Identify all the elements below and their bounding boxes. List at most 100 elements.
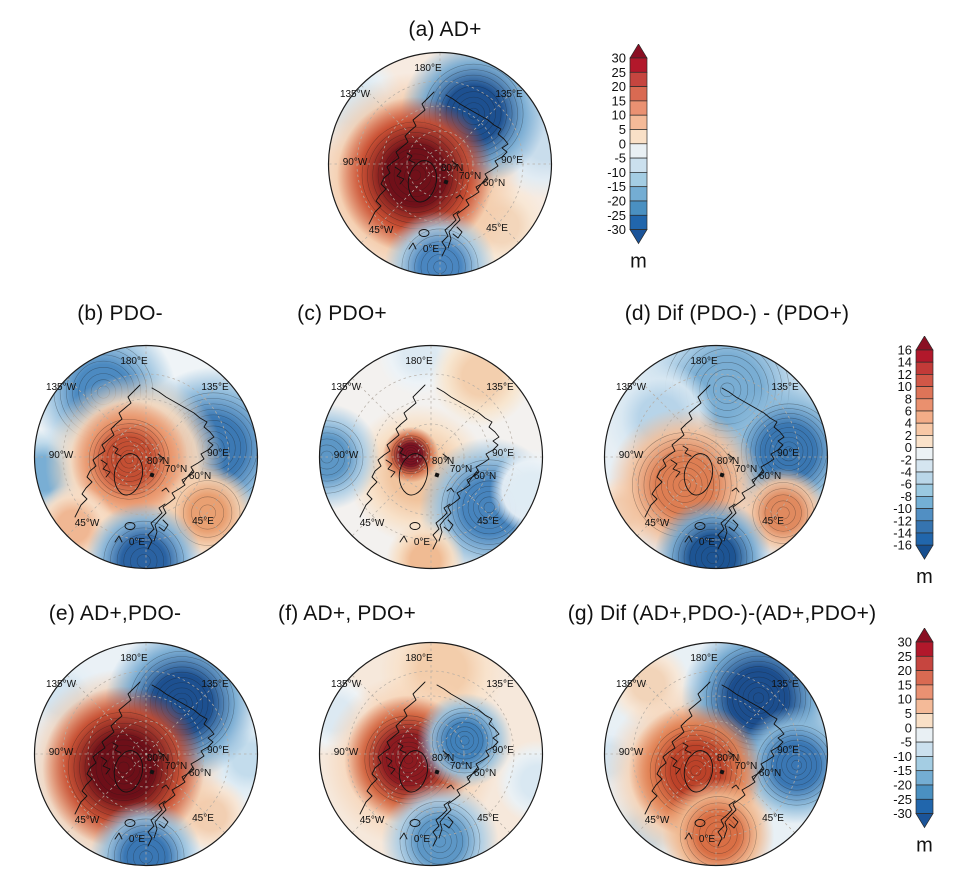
lon-label: 180°E [120, 653, 148, 664]
colorbar-cell [915, 698, 934, 714]
colorbar-arrow-down [629, 229, 648, 245]
colorbar-tick: 25 [898, 649, 912, 664]
lat-label: 70°N [165, 761, 187, 772]
colorbar-tick: 10 [898, 379, 912, 394]
graticule [35, 346, 257, 568]
lon-label: 180°E [120, 356, 148, 367]
colorbar-cell [629, 57, 648, 73]
colorbar-tick: 5 [905, 706, 912, 721]
colorbar-cell [915, 798, 934, 814]
lon-label: 90°W [49, 747, 74, 758]
lon-label: 45°W [645, 815, 670, 826]
graticule [320, 346, 542, 568]
map-panel-c: 180°E 135°W 135°E 90°W 90°E 45°W 45°E 0°E 80°N70… [318, 344, 544, 570]
lon-label: 135°E [771, 382, 799, 393]
lon-label: 45°W [75, 518, 100, 529]
colorbar-tick: 30 [612, 50, 626, 65]
colorbar-cell [915, 374, 934, 387]
colorbar-tick: 0 [905, 720, 912, 735]
colorbar-tick: 0 [619, 136, 626, 151]
lon-label: 90°E [492, 448, 514, 459]
colorbar-cell [915, 349, 934, 363]
colorbar-middle: 16 14 12 10 8 6 4 2 0 -2 -4 -6 -8 -10 -12 -14 -16 m [886, 335, 944, 592]
lat-label: 70°N [459, 171, 481, 182]
lat-label: 80°N [717, 456, 739, 467]
colorbar-cell [915, 727, 934, 743]
panel-title-a: (a) AD+ [408, 18, 482, 41]
lon-label: 90°W [334, 450, 359, 461]
lon-label: 180°E [405, 356, 433, 367]
lon-label: 90°W [619, 450, 644, 461]
colorbar-cell [629, 86, 648, 102]
colorbar-tick: -16 [893, 538, 912, 553]
lon-label: 135°W [46, 679, 77, 690]
colorbar-cell [915, 520, 934, 534]
lon-label: 135°E [486, 382, 514, 393]
lat-label: 80°N [432, 456, 454, 467]
panel-title-e: (e) AD+,PDO- [48, 602, 182, 625]
map-boundary [33, 641, 259, 867]
graticule [605, 346, 827, 568]
colorbar-tick: 0 [905, 440, 912, 455]
map-boundary [327, 51, 553, 277]
lon-label: 135°E [201, 679, 229, 690]
lon-label: 0°E [129, 834, 146, 845]
lat-label: 60°N [474, 768, 496, 779]
lon-label: 0°E [699, 537, 716, 548]
map-boundary [603, 344, 829, 570]
colorbar-tick: -25 [893, 792, 912, 807]
map-boundary [318, 641, 544, 867]
colorbar-tick: 12 [898, 367, 912, 382]
lon-label: 45°W [360, 815, 385, 826]
colorbar-arrow-down [915, 544, 934, 560]
colorbar-cell [915, 361, 934, 375]
lon-label: 180°E [405, 653, 433, 664]
lat-label: 70°N [735, 761, 757, 772]
colorbar-tick: 10 [898, 692, 912, 707]
colorbar-cell [629, 186, 648, 202]
lon-label: 45°E [192, 516, 214, 527]
colorbar-tick: -15 [893, 763, 912, 778]
map-panel-d: 180°E 135°W 135°E 90°W 90°E 45°W 45°E 0°E 80°N70… [603, 344, 829, 570]
colorbar-tick: -25 [607, 208, 626, 223]
colorbar-cell [629, 129, 648, 145]
lon-label: 45°W [645, 518, 670, 529]
colorbar-arrow-down [915, 813, 934, 829]
map-panel-f: 180°E 135°W 135°E 90°W 90°E 45°W 45°E 0°E 80°N70… [318, 641, 544, 867]
lat-label: 80°N [717, 753, 739, 764]
colorbar-cell [915, 655, 934, 671]
colorbar-tick: 20 [898, 663, 912, 678]
lon-label: 45°E [477, 813, 499, 824]
colorbar-unit: m [630, 251, 647, 272]
map-boundary [603, 641, 829, 867]
colorbar-tick: 14 [898, 355, 912, 370]
colorbar-tick: 25 [612, 65, 626, 80]
colorbar-tick: -20 [607, 193, 626, 208]
lon-label: 135°W [46, 382, 77, 393]
colorbar-tick: -10 [893, 749, 912, 764]
lat-label: 80°N [432, 753, 454, 764]
panel-title-b: (b) PDO- [77, 302, 163, 325]
colorbar-tick: -2 [900, 452, 912, 467]
lon-label: 90°W [343, 157, 368, 168]
lon-label: 45°E [762, 516, 784, 527]
colorbar-cell [629, 157, 648, 173]
colorbar-cell [915, 641, 934, 657]
lon-label: 135°W [331, 382, 362, 393]
lon-label: 45°E [192, 813, 214, 824]
colorbar-unit: m [916, 835, 933, 856]
lon-label: 90°E [501, 155, 523, 166]
lon-label: 135°W [616, 382, 647, 393]
colorbar-cell [915, 684, 934, 700]
lon-label: 0°E [414, 834, 431, 845]
lat-label: 70°N [450, 464, 472, 475]
lon-label: 90°E [207, 448, 229, 459]
colorbar-unit: m [916, 566, 933, 587]
colorbar-tick: 10 [612, 108, 626, 123]
colorbar-cell [915, 532, 934, 546]
lon-label: 180°E [414, 63, 442, 74]
lon-label: 180°E [690, 356, 718, 367]
colorbar-cell [915, 784, 934, 800]
